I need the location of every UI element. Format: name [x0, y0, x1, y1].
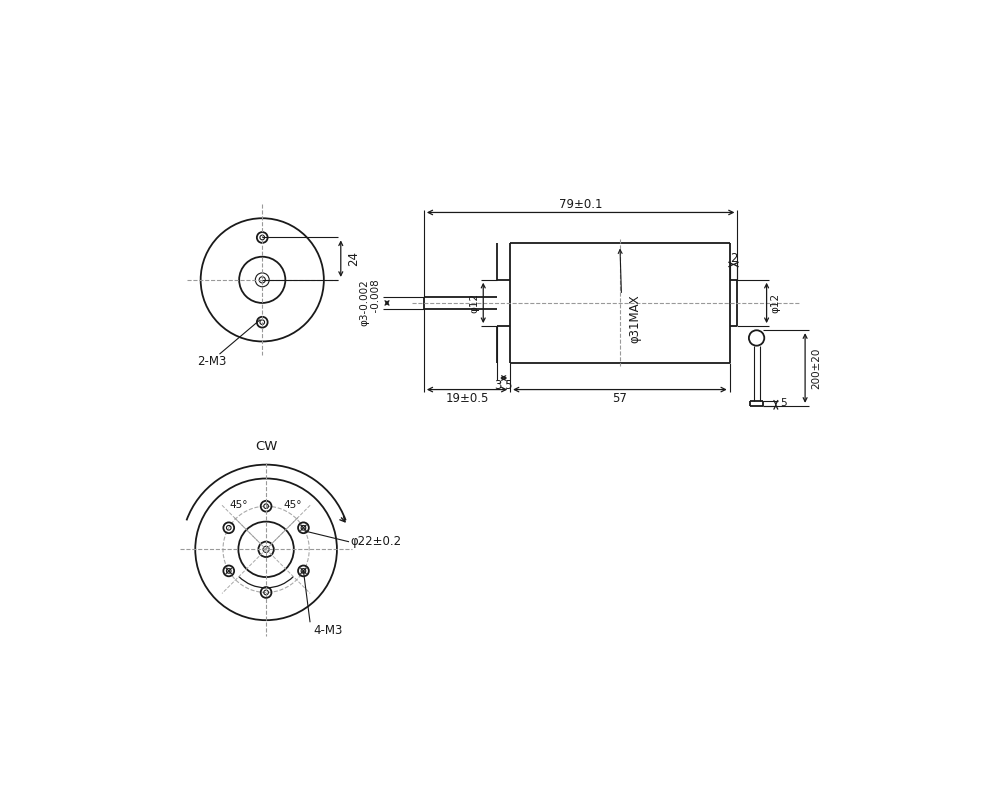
- Text: 57: 57: [612, 392, 627, 406]
- Text: φ12: φ12: [469, 293, 479, 313]
- Text: 45°: 45°: [284, 500, 302, 510]
- Text: CW: CW: [255, 440, 277, 453]
- Text: 2: 2: [730, 252, 737, 265]
- Text: 24: 24: [347, 251, 360, 266]
- Text: 3.5: 3.5: [494, 379, 513, 392]
- Text: 45°: 45°: [230, 500, 248, 510]
- Text: 19±0.5: 19±0.5: [445, 392, 489, 406]
- Text: φ31MAX: φ31MAX: [629, 294, 642, 343]
- Text: φ22±0.2: φ22±0.2: [351, 535, 402, 548]
- Text: 200±20: 200±20: [811, 348, 821, 389]
- Text: 2-M3: 2-M3: [198, 356, 227, 368]
- Text: φ12: φ12: [770, 293, 780, 313]
- Text: 4-M3: 4-M3: [314, 624, 343, 637]
- Text: φ3-0.002
  -0.008: φ3-0.002 -0.008: [359, 280, 381, 326]
- Text: 79±0.1: 79±0.1: [559, 198, 602, 211]
- Text: 5: 5: [780, 398, 786, 409]
